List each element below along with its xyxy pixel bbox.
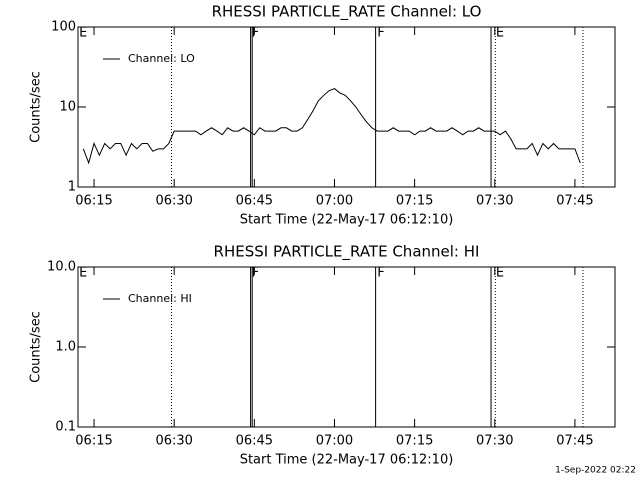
- legend-label: Channel: LO: [128, 52, 195, 65]
- x-tick-label: 07:45: [556, 434, 593, 449]
- x-tick-label: 07:30: [476, 194, 513, 209]
- footer: 1-Sep-2022 02:22: [555, 466, 636, 476]
- x-tick-label: 07:45: [556, 194, 593, 209]
- x-tick-label: 06:45: [236, 434, 273, 449]
- x-tick-label: 06:30: [155, 434, 192, 449]
- event-label: E: [79, 266, 87, 281]
- y-tick-label: 100: [51, 20, 76, 35]
- x-tick-label: 07:00: [316, 434, 353, 449]
- event-label: F: [252, 26, 259, 41]
- event-label: F: [377, 266, 384, 281]
- y-tick-label: 1: [68, 180, 76, 195]
- chart-title: RHESSI PARTICLE_RATE Channel: HI: [214, 243, 480, 262]
- y-axis-label: Counts/sec: [29, 71, 44, 143]
- chart-title: RHESSI PARTICLE_RATE Channel: LO: [212, 3, 482, 22]
- event-label: E: [79, 26, 87, 41]
- x-tick-label: 07:15: [396, 434, 433, 449]
- x-tick-label: 06:30: [155, 194, 192, 209]
- event-label: E: [496, 266, 504, 281]
- data-line: [82, 87, 581, 165]
- y-tick-label: 1.0: [55, 340, 76, 355]
- x-tick-label: 07:30: [476, 434, 513, 449]
- x-axis-label: Start Time (22-May-17 06:12:10): [240, 213, 454, 228]
- x-tick-label: 06:45: [236, 194, 273, 209]
- legend-label: Channel: HI: [128, 292, 192, 305]
- x-tick-label: 07:00: [316, 194, 353, 209]
- y-tick-label: 10: [59, 100, 76, 115]
- y-tick-label: 10.0: [47, 260, 76, 275]
- x-axis-label: Start Time (22-May-17 06:12:10): [240, 453, 454, 468]
- event-label: F: [252, 266, 259, 281]
- event-label: E: [496, 26, 504, 41]
- x-tick-label: 06:15: [75, 434, 112, 449]
- y-axis-label: Counts/sec: [29, 311, 44, 383]
- y-tick-label: 0.1: [55, 420, 76, 435]
- event-label: F: [377, 26, 384, 41]
- x-tick-label: 06:15: [75, 194, 112, 209]
- x-tick-label: 07:15: [396, 194, 433, 209]
